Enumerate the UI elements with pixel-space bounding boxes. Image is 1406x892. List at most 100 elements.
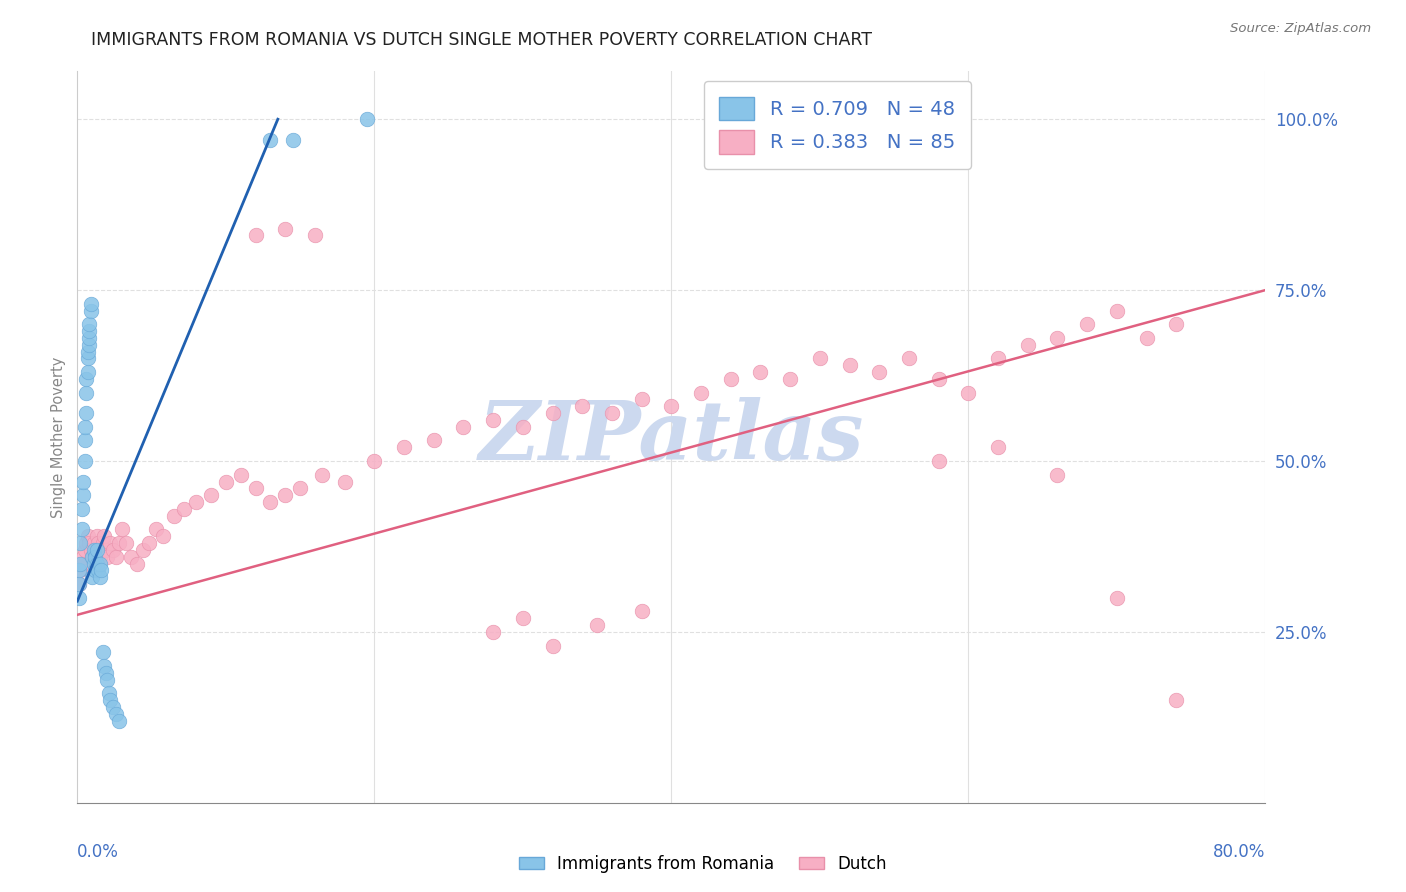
Point bbox=[69, 563, 91, 577]
Point bbox=[288, 481, 311, 495]
Point bbox=[838, 359, 860, 373]
Point bbox=[77, 324, 100, 338]
Point bbox=[987, 351, 1010, 366]
Point bbox=[83, 536, 105, 550]
Point bbox=[73, 434, 96, 448]
Point bbox=[541, 406, 564, 420]
Point bbox=[77, 338, 100, 352]
Point bbox=[661, 400, 683, 414]
Point bbox=[245, 481, 267, 495]
Text: 0.0%: 0.0% bbox=[77, 843, 120, 861]
Legend: Immigrants from Romania, Dutch: Immigrants from Romania, Dutch bbox=[512, 848, 894, 880]
Point bbox=[1046, 467, 1069, 482]
Point bbox=[75, 372, 97, 386]
Point bbox=[245, 228, 267, 243]
Point bbox=[1166, 318, 1188, 332]
Point bbox=[77, 331, 100, 345]
Point bbox=[69, 536, 91, 550]
Text: Source: ZipAtlas.com: Source: ZipAtlas.com bbox=[1230, 22, 1371, 36]
Point bbox=[70, 522, 93, 536]
Point bbox=[957, 385, 980, 400]
Point bbox=[84, 563, 107, 577]
Point bbox=[76, 365, 98, 379]
Point bbox=[868, 365, 890, 379]
Point bbox=[76, 344, 98, 359]
Point bbox=[75, 385, 97, 400]
Point bbox=[96, 549, 118, 564]
Point bbox=[76, 351, 98, 366]
Point bbox=[259, 495, 281, 509]
Point bbox=[453, 420, 475, 434]
Point bbox=[274, 221, 297, 235]
Point bbox=[84, 542, 107, 557]
Point bbox=[630, 392, 652, 407]
Point bbox=[1135, 331, 1157, 345]
Point bbox=[70, 557, 93, 571]
Point bbox=[91, 645, 114, 659]
Point bbox=[630, 604, 652, 618]
Point bbox=[80, 542, 103, 557]
Point bbox=[67, 577, 90, 591]
Point bbox=[82, 549, 104, 564]
Point bbox=[422, 434, 444, 448]
Point bbox=[120, 549, 142, 564]
Point bbox=[163, 508, 186, 523]
Point bbox=[77, 536, 100, 550]
Point bbox=[274, 488, 297, 502]
Point bbox=[928, 372, 950, 386]
Point bbox=[898, 351, 921, 366]
Point bbox=[67, 577, 90, 591]
Point bbox=[1166, 693, 1188, 707]
Point bbox=[1046, 331, 1069, 345]
Y-axis label: Single Mother Poverty: Single Mother Poverty bbox=[51, 357, 66, 517]
Text: 80.0%: 80.0% bbox=[1213, 843, 1265, 861]
Point bbox=[259, 133, 281, 147]
Point bbox=[80, 297, 103, 311]
Point bbox=[152, 529, 174, 543]
Point bbox=[75, 406, 97, 420]
Point bbox=[311, 467, 333, 482]
Point bbox=[1105, 591, 1128, 605]
Point bbox=[89, 570, 111, 584]
Point bbox=[98, 536, 121, 550]
Point bbox=[94, 665, 117, 680]
Point bbox=[1105, 303, 1128, 318]
Point bbox=[111, 522, 134, 536]
Point bbox=[200, 488, 222, 502]
Point bbox=[83, 542, 105, 557]
Point bbox=[482, 624, 505, 639]
Point bbox=[83, 557, 105, 571]
Point bbox=[96, 673, 118, 687]
Point bbox=[84, 549, 107, 564]
Point bbox=[145, 522, 167, 536]
Point bbox=[1076, 318, 1098, 332]
Point bbox=[89, 557, 111, 571]
Point bbox=[97, 686, 120, 700]
Point bbox=[115, 536, 138, 550]
Point bbox=[72, 549, 94, 564]
Point bbox=[86, 529, 108, 543]
Point bbox=[73, 420, 96, 434]
Point bbox=[586, 618, 609, 632]
Point bbox=[749, 365, 772, 379]
Point bbox=[512, 420, 534, 434]
Point bbox=[67, 591, 90, 605]
Point bbox=[108, 536, 131, 550]
Point bbox=[281, 133, 304, 147]
Point bbox=[77, 318, 100, 332]
Point bbox=[928, 454, 950, 468]
Point bbox=[1017, 338, 1039, 352]
Point bbox=[138, 536, 160, 550]
Point bbox=[186, 495, 208, 509]
Point bbox=[82, 570, 104, 584]
Point bbox=[571, 400, 593, 414]
Point bbox=[75, 536, 97, 550]
Point bbox=[86, 542, 108, 557]
Point bbox=[304, 228, 326, 243]
Point bbox=[89, 549, 111, 564]
Point bbox=[690, 385, 713, 400]
Point bbox=[512, 611, 534, 625]
Point bbox=[73, 542, 96, 557]
Point bbox=[125, 557, 148, 571]
Point bbox=[101, 700, 124, 714]
